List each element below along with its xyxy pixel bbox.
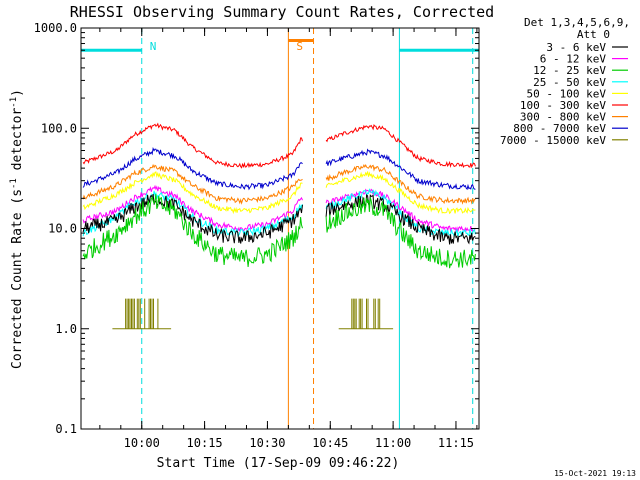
legend-header-line-2: Att 0 [577, 28, 610, 41]
legend-header-line-1: Det 1,3,4,5,6,9, [524, 16, 630, 29]
y-label-exp-2: -1 [9, 97, 19, 108]
x-tick-label: 10:45 [312, 436, 348, 450]
legend-label: 6 - 12 keV [540, 53, 607, 66]
legend-label: 800 - 7000 keV [513, 122, 606, 135]
x-tick-label: 10:30 [249, 436, 285, 450]
plot-frame [80, 27, 480, 430]
series-line-7000-15000 [112, 298, 172, 330]
series-line [325, 124, 476, 169]
y-label-part-2: detector [10, 108, 25, 179]
axis-ticks: 0.1 1.0 10.0 100.0 1000.0 10:00 10:15 10:30 10:4… [34, 21, 479, 450]
series-line [82, 122, 303, 169]
series-line [82, 171, 303, 215]
x-tick-label: 10:00 [124, 436, 160, 450]
series-line [325, 188, 476, 233]
y-axis-label: Corrected Count Rate (s-1 detector-1) [9, 89, 25, 369]
y-tick-label: 100.0 [41, 121, 77, 135]
y-tick-label: 10.0 [48, 222, 77, 236]
x-tick-label: 11:00 [375, 436, 411, 450]
x-axis-label: Start Time (17-Sep-09 09:46:22) [157, 456, 400, 471]
series-line [325, 197, 476, 269]
series-line [82, 184, 303, 233]
series-line [325, 171, 476, 215]
series-line [325, 148, 476, 191]
y-label-part-3: ) [10, 89, 25, 97]
series-line [82, 194, 303, 268]
series-line [82, 193, 303, 244]
flag-label-s: S [296, 40, 303, 53]
legend-label: 3 - 6 keV [546, 41, 606, 54]
legend-label: 300 - 800 keV [520, 111, 606, 124]
legend-label: 50 - 100 keV [527, 87, 607, 100]
footer-timestamp: 15-Oct-2021 19:13 [554, 469, 636, 478]
x-tick-label: 10:15 [187, 436, 223, 450]
series-line [325, 163, 476, 205]
legend-label: 100 - 300 keV [520, 99, 606, 112]
y-tick-label: 0.1 [55, 422, 77, 436]
chart-title: RHESSI Observing Summary Count Rates, Co… [70, 3, 494, 21]
flag-label-n: N [150, 40, 157, 53]
legend-label: 7000 - 15000 keV [500, 134, 606, 147]
y-tick-label: 1000.0 [34, 21, 77, 35]
legend-label: 12 - 25 keV [533, 64, 606, 77]
x-tick-label: 11:15 [438, 436, 474, 450]
series-line [82, 147, 303, 191]
y-label-exp-1: -1 [9, 178, 19, 189]
series-line [82, 163, 303, 205]
y-label-part-1: Corrected Count Rate (s [10, 189, 25, 369]
legend-label: 25 - 50 keV [533, 76, 606, 89]
series-line-7000-15000 [338, 298, 394, 330]
y-tick-label: 1.0 [55, 322, 77, 336]
